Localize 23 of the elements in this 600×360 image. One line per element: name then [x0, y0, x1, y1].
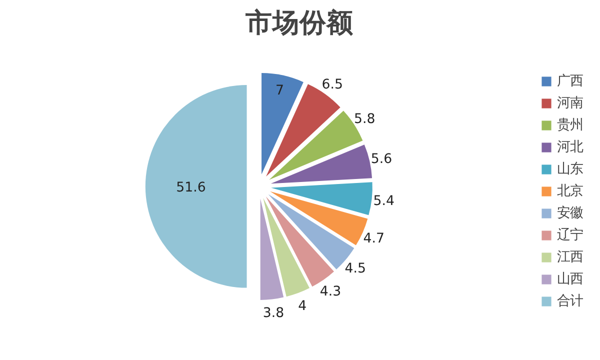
data-label: 3.8 [262, 306, 284, 322]
data-label: 4 [298, 299, 307, 314]
data-label: 6.5 [322, 78, 344, 93]
chart-title: 市场份额 [244, 8, 354, 38]
data-label: 51.6 [176, 180, 206, 196]
data-label: 5.8 [354, 112, 376, 127]
data-label: 4.5 [344, 262, 366, 277]
data-label: 4.3 [320, 284, 342, 300]
data-label: 4.7 [363, 232, 384, 247]
data-label: 5.4 [373, 194, 395, 210]
legend-label: 安徽 [557, 204, 583, 222]
legend-label: 贵州 [557, 116, 583, 134]
data-label: 5.6 [370, 152, 392, 168]
legend-label: 辽宁 [557, 226, 583, 244]
legend-label: 广西 [557, 72, 583, 90]
legend-label: 河南 [557, 95, 583, 112]
legend-label: 江西 [557, 249, 583, 266]
data-label: 7 [276, 84, 284, 99]
legend-label: 山东 [557, 160, 583, 178]
legend-label: 北京 [557, 182, 583, 200]
legend-label: 河北 [557, 138, 583, 156]
legend-label: 山西 [557, 270, 583, 288]
legend-label: 合计 [557, 292, 583, 310]
